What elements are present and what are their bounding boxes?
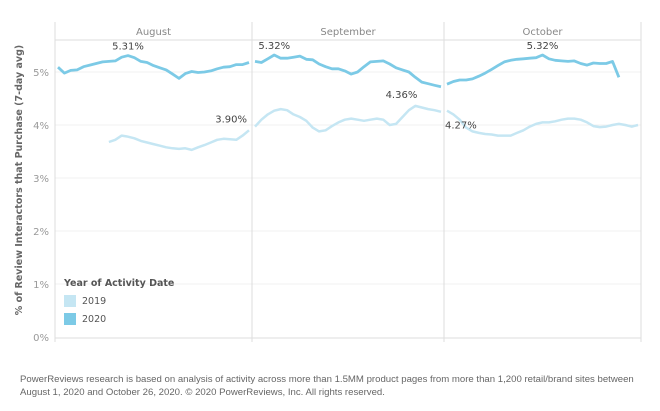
legend: Year of Activity Date 2019 2020: [64, 278, 174, 328]
y-tick-label: 1%: [33, 280, 49, 291]
footer-note: PowerReviews research is based on analys…: [20, 374, 634, 398]
panel-header-august: August: [136, 27, 171, 38]
y-tick-label: 5%: [33, 68, 49, 79]
panel-header-september: September: [320, 27, 376, 38]
y-axis-title: % of Review Interactors that Purchase (7…: [14, 45, 25, 316]
y-tick-label: 2%: [33, 227, 49, 238]
series-line-2019-october: [446, 109, 639, 137]
legend-item-2019[interactable]: 2019: [64, 292, 174, 310]
data-label: 5.32%: [527, 41, 559, 52]
y-tick-label: 4%: [33, 121, 49, 132]
data-label: 4.27%: [445, 121, 477, 132]
data-label: 4.36%: [386, 90, 418, 101]
legend-item-2020[interactable]: 2020: [64, 310, 174, 328]
data-label: 3.90%: [215, 114, 247, 125]
y-tick-label: 0%: [33, 333, 49, 344]
data-label: 5.31%: [112, 42, 144, 53]
series-line-2019-september: [254, 104, 442, 133]
legend-swatch-2019: [64, 295, 76, 307]
legend-label-2020: 2020: [82, 313, 107, 325]
panel-header-october: October: [522, 27, 563, 38]
y-tick-label: 3%: [33, 174, 49, 185]
legend-swatch-2020: [64, 313, 76, 325]
data-label: 5.32%: [258, 41, 290, 52]
series-line-2020-august: [57, 54, 250, 80]
series-line-2020-september: [254, 53, 442, 89]
legend-label-2019: 2019: [82, 295, 107, 307]
legend-title: Year of Activity Date: [64, 278, 175, 289]
series-line-2020-october: [446, 53, 621, 86]
series-line-2019-august: [108, 129, 250, 152]
